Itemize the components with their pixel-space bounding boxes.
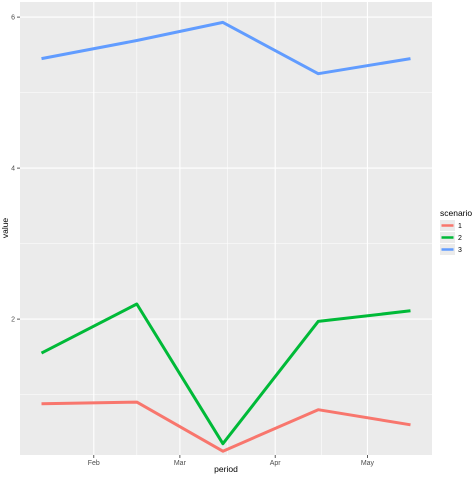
y-tick-label: 6 [11, 15, 15, 22]
major-gridlines [20, 2, 432, 455]
x-tick-label: Feb [88, 460, 100, 467]
series-line-1 [41, 400, 411, 453]
minor-gridlines [20, 2, 432, 455]
y-axis-ticks: 2 4 6 [11, 15, 20, 324]
legend-label-3: 3 [458, 247, 462, 254]
legend-label-1: 1 [458, 223, 462, 230]
x-tick-label: Apr [270, 460, 282, 467]
y-axis-title: value [0, 218, 10, 239]
legend-title: scenario [440, 208, 472, 218]
series-lines [40, 20, 411, 453]
x-tick-label: May [361, 460, 375, 467]
series-line-2 [40, 302, 411, 446]
y-tick-label: 2 [11, 317, 15, 324]
series-line-3 [41, 20, 411, 76]
x-axis-ticks: Feb Mar Apr May [88, 455, 375, 467]
y-tick-label: 4 [11, 166, 15, 173]
legend-label-2: 2 [458, 235, 462, 242]
legend: scenario 1 2 3 [440, 208, 472, 255]
plot-panel [20, 2, 432, 455]
x-tick-label: Mar [174, 460, 187, 467]
x-axis-title: period [214, 464, 238, 474]
